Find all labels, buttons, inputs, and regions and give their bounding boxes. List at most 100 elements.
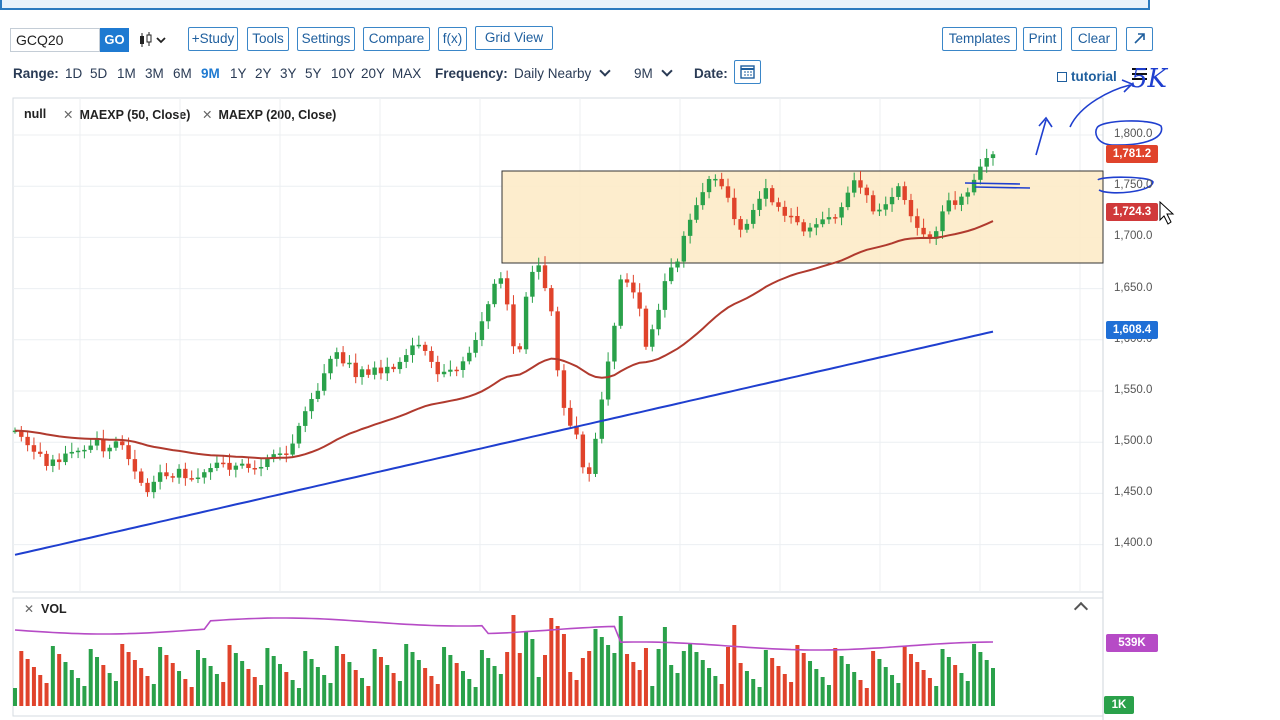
period-select[interactable]: 9M [634, 65, 673, 81]
candle-body [378, 367, 384, 374]
candle-body [296, 425, 302, 444]
candle-body [889, 196, 895, 205]
function-button[interactable]: f(x) [438, 27, 467, 51]
compare-button[interactable]: Compare [363, 27, 430, 51]
candle-body [391, 366, 396, 370]
volume-bar [574, 680, 579, 706]
mouse-cursor-icon [1159, 200, 1175, 225]
candle-body [422, 344, 428, 351]
expand-button[interactable] [1126, 27, 1153, 51]
top-banner [0, 0, 1150, 10]
volume-bar [511, 615, 516, 706]
volume-bar [322, 675, 327, 706]
volume-bar [946, 657, 951, 706]
candle-body [492, 283, 497, 305]
candle-body [839, 207, 844, 218]
grid-view-button[interactable]: Grid View [475, 26, 553, 50]
range-5d[interactable]: 5D [90, 66, 108, 81]
go-button[interactable]: GO [100, 28, 129, 52]
candlestick-chart-type-icon[interactable] [138, 31, 168, 49]
study-button[interactable]: +Study [188, 27, 238, 51]
volume-bar [580, 658, 585, 706]
candle-body [303, 411, 308, 426]
volume-bar [25, 659, 30, 706]
candle-body [833, 217, 838, 219]
range-6m[interactable]: 6M [173, 66, 192, 81]
range-label: Range: [13, 66, 59, 81]
candle-body [574, 425, 579, 435]
volume-bar [378, 657, 383, 706]
templates-button[interactable]: Templates [942, 27, 1017, 51]
volume-bar [259, 685, 264, 706]
volume-bar [915, 662, 920, 706]
volume-bar [890, 675, 895, 706]
hamburger-menu-icon[interactable] [1132, 68, 1147, 83]
price-axis-label: 1,500.0 [1114, 435, 1153, 447]
volume-bar [448, 655, 453, 706]
candle-body [946, 200, 952, 212]
candle-body [101, 439, 106, 452]
range-1d[interactable]: 1D [65, 66, 83, 81]
frequency-select[interactable]: Daily Nearby [514, 65, 611, 81]
clear-button[interactable]: Clear [1071, 27, 1117, 51]
volume-bar [776, 666, 781, 706]
volume-bar [88, 649, 93, 706]
volume-bar [76, 678, 81, 706]
range-3m[interactable]: 3M [145, 66, 164, 81]
settings-button[interactable]: Settings [297, 27, 355, 51]
candle-body [504, 278, 510, 305]
candle-body [921, 227, 926, 235]
range-1y[interactable]: 1Y [230, 66, 247, 81]
range-20y[interactable]: 20Y [361, 66, 386, 81]
candle-body [170, 476, 175, 478]
candle-body [265, 457, 270, 467]
close-icon[interactable]: ✕ [202, 108, 213, 122]
calendar-button[interactable] [734, 60, 761, 84]
volume-bar [536, 677, 541, 706]
candle-body [397, 361, 403, 370]
volume-bar [858, 680, 863, 706]
volume-bar [934, 686, 939, 706]
tutorial-link[interactable]: tutorial [1057, 69, 1117, 84]
close-icon[interactable]: ✕ [24, 602, 35, 616]
range-10y[interactable]: 10Y [331, 66, 356, 81]
candle-body [605, 361, 611, 400]
volume-bar [707, 668, 712, 706]
print-button[interactable]: Print [1023, 27, 1062, 51]
range-9m[interactable]: 9M [201, 66, 220, 81]
volume-bar [397, 681, 402, 706]
candle-body [132, 459, 138, 472]
candle-body [820, 219, 825, 225]
volume-bar [492, 666, 497, 706]
expand-icon [1134, 33, 1145, 44]
volume-bar [555, 626, 560, 706]
candle-body [126, 445, 131, 460]
candle-body [561, 370, 567, 408]
range-1m[interactable]: 1M [117, 66, 136, 81]
candle-body [258, 466, 264, 469]
candle-body [145, 482, 150, 493]
volume-bar [908, 654, 913, 706]
symbol-input[interactable]: GCQ20 [10, 28, 100, 52]
legend-label: null [24, 107, 47, 121]
film-icon [1057, 72, 1067, 82]
candle-body [448, 369, 453, 372]
candle-body [927, 234, 933, 239]
close-icon[interactable]: ✕ [63, 108, 74, 122]
candle-body [435, 361, 440, 375]
tools-button[interactable]: Tools [247, 27, 289, 51]
candle-body [429, 350, 434, 362]
volume-bar [763, 650, 768, 706]
price-axis-label: 1,700.0 [1114, 230, 1153, 242]
candle-body [650, 329, 655, 347]
range-5y[interactable]: 5Y [305, 66, 322, 81]
range-2y[interactable]: 2Y [255, 66, 272, 81]
range-3y[interactable]: 3Y [280, 66, 297, 81]
volume-bar [505, 652, 510, 706]
volume-bar [864, 688, 869, 706]
volume-bar [435, 684, 440, 706]
candle-body [164, 472, 169, 477]
range-max[interactable]: MAX [392, 66, 422, 81]
candle-body [523, 296, 529, 350]
